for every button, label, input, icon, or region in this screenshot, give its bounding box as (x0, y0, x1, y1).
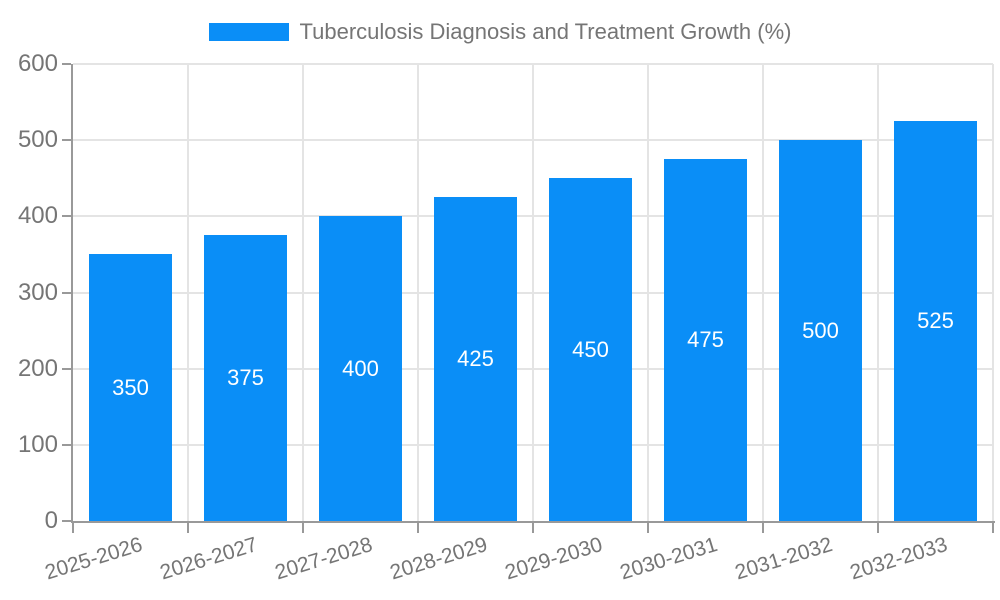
x-axis-tick (762, 523, 764, 533)
gridline-vertical (762, 64, 764, 521)
bar-value-label: 425 (457, 346, 494, 372)
bar-value-label: 400 (342, 355, 379, 381)
x-axis-category-label: 2030-2031 (617, 533, 721, 585)
bar-value-label: 350 (112, 374, 149, 400)
bar[interactable]: 450 (549, 178, 632, 521)
x-axis-category-label: 2026-2027 (157, 533, 261, 585)
y-axis-tick-label: 300 (17, 278, 58, 306)
y-axis-tick (62, 367, 71, 370)
y-axis-tick-label: 600 (17, 50, 58, 77)
bar[interactable]: 375 (204, 235, 287, 521)
x-axis-tick (877, 523, 879, 533)
x-axis-tick (532, 523, 534, 533)
x-axis-tick (302, 523, 304, 533)
bar-value-label: 500 (802, 317, 839, 343)
legend[interactable]: Tuberculosis Diagnosis and Treatment Gro… (0, 19, 1000, 45)
x-axis-tick (647, 523, 649, 533)
gridline-vertical (187, 64, 189, 521)
legend-swatch (208, 23, 289, 41)
gridline-vertical (417, 64, 419, 521)
bar[interactable]: 475 (664, 159, 747, 521)
y-axis-tick (62, 215, 71, 218)
y-axis-tick (62, 139, 71, 142)
y-axis-tick-label: 100 (17, 430, 58, 458)
gridline-vertical (532, 64, 534, 521)
x-axis-line (71, 521, 995, 523)
y-axis-line (71, 64, 73, 523)
gridline-vertical (647, 64, 649, 521)
y-axis-tick-label: 500 (17, 126, 58, 154)
gridline-vertical (992, 64, 994, 521)
y-axis-tick-label: 200 (17, 354, 58, 382)
y-axis-tick (62, 63, 71, 65)
x-axis-category-label: 2025-2026 (42, 533, 146, 585)
y-axis-tick-label: 400 (17, 202, 58, 230)
bar-value-label: 450 (572, 336, 609, 362)
x-axis-tick (992, 523, 994, 533)
bar[interactable]: 400 (319, 216, 402, 521)
y-axis-tick-label: 0 (44, 507, 58, 534)
x-axis-category-label: 2031-2032 (732, 533, 836, 585)
y-axis-tick (62, 291, 71, 294)
y-axis-tick (62, 520, 71, 522)
x-axis-tick (187, 523, 189, 533)
bar[interactable]: 350 (89, 254, 172, 521)
x-axis-tick (417, 523, 419, 533)
bar[interactable]: 425 (434, 197, 517, 521)
bar[interactable]: 525 (894, 121, 977, 521)
bar-value-label: 375 (227, 365, 264, 391)
bar-value-label: 475 (687, 327, 724, 353)
x-axis-category-label: 2032-2033 (847, 533, 951, 585)
gridline-vertical (877, 64, 879, 521)
x-axis-tick (72, 523, 74, 533)
x-axis-category-label: 2027-2028 (272, 533, 376, 585)
x-axis-category-label: 2029-2030 (502, 533, 606, 585)
legend-label: Tuberculosis Diagnosis and Treatment Gro… (299, 19, 792, 44)
gridline-vertical (302, 64, 304, 521)
bar-value-label: 525 (917, 308, 954, 334)
y-axis-tick (62, 443, 71, 446)
x-axis-category-label: 2028-2029 (387, 533, 491, 585)
bar[interactable]: 500 (779, 140, 862, 521)
